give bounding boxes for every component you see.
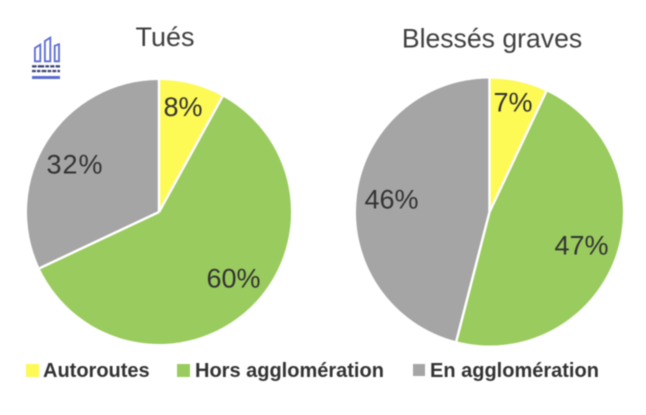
svg-text:8%: 8% (163, 92, 202, 122)
svg-text:Autoroutes: Autoroutes (43, 360, 150, 382)
svg-text:Hors agglomération: Hors agglomération (195, 360, 384, 382)
svg-text:32%: 32% (46, 150, 103, 180)
svg-text:Blessés graves: Blessés graves (402, 24, 582, 54)
svg-text:46%: 46% (364, 184, 418, 214)
svg-text:60%: 60% (206, 263, 260, 293)
svg-text:7%: 7% (493, 88, 532, 118)
svg-text:47%: 47% (554, 230, 608, 260)
svg-text:En agglomération: En agglomération (430, 360, 599, 382)
svg-text:Tués: Tués (135, 22, 194, 52)
